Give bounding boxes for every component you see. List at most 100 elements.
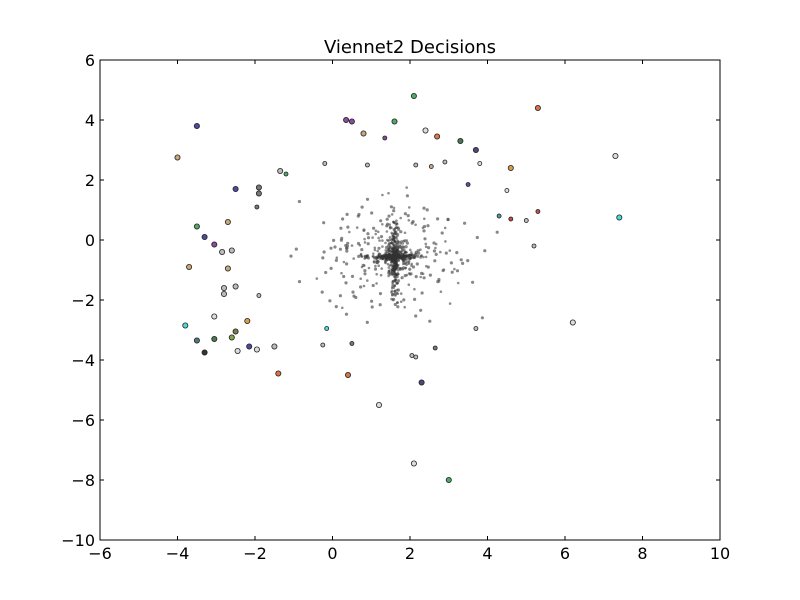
data-point: [255, 190, 262, 197]
cluster-point: [401, 258, 405, 262]
data-point: [220, 284, 227, 291]
cluster-point: [433, 259, 437, 263]
cluster-point: [381, 193, 384, 197]
cluster-point: [389, 261, 393, 264]
cluster-point: [396, 272, 400, 275]
cluster-point: [401, 242, 405, 245]
cluster-point: [371, 255, 375, 258]
data-point: [434, 133, 441, 140]
cluster-point: [373, 248, 377, 252]
data-point: [211, 313, 218, 320]
cluster-point: [396, 269, 400, 272]
cluster-point: [334, 305, 338, 309]
cluster-point: [370, 211, 374, 215]
cluster-point: [394, 293, 397, 296]
cluster-point: [396, 292, 400, 296]
cluster-point: [329, 266, 333, 270]
cluster-point: [375, 282, 378, 285]
cluster-point: [386, 222, 390, 226]
cluster-point: [374, 229, 378, 233]
cluster-point: [338, 247, 342, 251]
cluster-point: [409, 272, 413, 276]
data-point: [182, 322, 189, 329]
cluster-point: [366, 256, 370, 260]
cluster-point: [385, 217, 389, 221]
cluster-point: [381, 223, 384, 226]
cluster-point: [380, 267, 384, 270]
cluster-point: [403, 274, 407, 278]
cluster-point: [428, 273, 432, 277]
cluster-point: [426, 265, 430, 269]
cluster-point: [359, 277, 363, 281]
data-point: [211, 241, 218, 248]
cluster-point: [360, 255, 364, 258]
cluster-point: [413, 297, 417, 301]
cluster-point: [439, 290, 443, 294]
cluster-point: [402, 248, 406, 251]
cluster-point: [422, 255, 425, 259]
cluster-point: [342, 274, 346, 279]
cluster-point: [440, 231, 444, 235]
data-point: [612, 152, 619, 159]
cluster-point: [384, 245, 389, 250]
data-point: [224, 265, 231, 272]
cluster-point: [455, 269, 460, 273]
cluster-point: [423, 217, 426, 221]
cluster-point: [391, 271, 395, 275]
cluster-point: [381, 245, 384, 248]
cluster-point: [340, 236, 344, 240]
cluster-point: [354, 295, 358, 300]
cluster-point: [322, 250, 326, 254]
cluster-point: [350, 244, 354, 247]
cluster-point: [448, 249, 452, 252]
cluster-point: [389, 255, 393, 259]
data-point: [535, 209, 541, 214]
x-tick-label: 8: [637, 544, 647, 563]
data-point: [232, 283, 239, 290]
cluster-point: [344, 243, 348, 248]
cluster-point: [402, 298, 406, 302]
cluster-point: [394, 235, 398, 239]
data-point: [320, 342, 326, 348]
cluster-point: [371, 283, 375, 288]
data-point: [224, 218, 231, 225]
cluster-point: [395, 251, 398, 255]
cluster-point: [453, 267, 456, 271]
cluster-point: [449, 261, 453, 265]
cluster-point: [403, 231, 407, 235]
cluster-point: [405, 241, 409, 245]
cluster-point: [335, 256, 339, 260]
cluster-point: [390, 257, 394, 261]
data-point: [322, 161, 328, 166]
cluster-point: [366, 279, 369, 282]
data-point: [283, 171, 289, 177]
data-point: [232, 328, 239, 335]
x-tick-label: −6: [88, 544, 112, 563]
cluster-point: [387, 191, 390, 195]
cluster-point: [395, 222, 399, 225]
data-point: [277, 167, 284, 174]
cluster-point: [393, 240, 397, 243]
cluster-point: [359, 252, 363, 256]
data-point: [496, 213, 502, 219]
cluster-point: [372, 226, 376, 230]
data-point: [211, 335, 218, 342]
cluster-point: [365, 320, 369, 324]
cluster-point: [344, 281, 348, 285]
dense-cluster-layer: [289, 186, 499, 324]
data-point: [473, 326, 479, 331]
cluster-point: [443, 226, 447, 230]
cluster-point: [360, 248, 364, 252]
cluster-point: [381, 256, 385, 260]
cluster-point: [348, 230, 351, 234]
cluster-point: [393, 247, 396, 250]
cluster-point: [399, 216, 403, 220]
cluster-point: [320, 290, 324, 294]
cluster-point: [391, 232, 394, 236]
cluster-point: [399, 230, 403, 234]
cluster-point: [394, 280, 397, 284]
cluster-point: [403, 262, 406, 266]
cluster-point: [393, 289, 396, 293]
cluster-point: [342, 260, 346, 264]
